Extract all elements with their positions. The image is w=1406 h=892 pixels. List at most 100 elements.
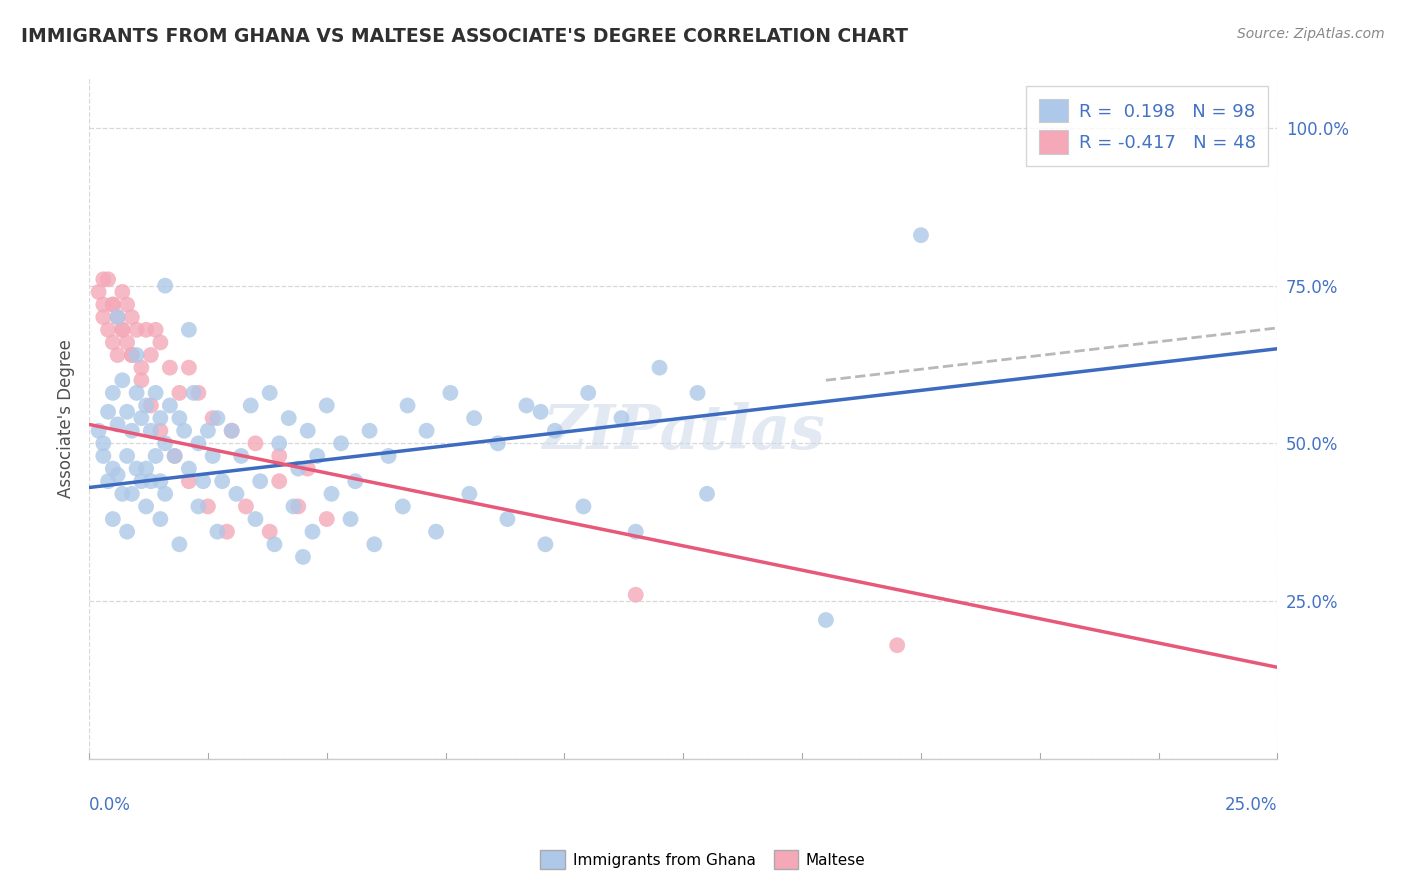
- Point: [101, 385, 124, 400]
- Point: [263, 537, 285, 551]
- Point: [177, 474, 200, 488]
- Point: [572, 500, 595, 514]
- Point: [107, 310, 129, 325]
- Point: [624, 524, 647, 539]
- Point: [486, 436, 509, 450]
- Point: [183, 385, 205, 400]
- Point: [245, 512, 267, 526]
- Point: [125, 323, 148, 337]
- Point: [235, 500, 257, 514]
- Point: [91, 449, 114, 463]
- Point: [139, 348, 162, 362]
- Point: [344, 474, 367, 488]
- Point: [391, 500, 413, 514]
- Point: [145, 323, 167, 337]
- Point: [121, 348, 143, 362]
- Point: [283, 500, 305, 514]
- Point: [163, 449, 186, 463]
- Point: [576, 385, 599, 400]
- Text: Source: ZipAtlas.com: Source: ZipAtlas.com: [1237, 27, 1385, 41]
- Point: [377, 449, 399, 463]
- Point: [301, 524, 323, 539]
- Point: [307, 449, 329, 463]
- Point: [886, 638, 908, 652]
- Point: [515, 399, 537, 413]
- Point: [91, 310, 114, 325]
- Point: [207, 411, 229, 425]
- Point: [159, 360, 181, 375]
- Point: [291, 549, 314, 564]
- Point: [359, 424, 381, 438]
- Point: [463, 411, 485, 425]
- Point: [177, 360, 200, 375]
- Point: [149, 474, 172, 488]
- Point: [187, 500, 209, 514]
- Point: [101, 335, 124, 350]
- Point: [149, 335, 172, 350]
- Point: [287, 500, 309, 514]
- Point: [530, 405, 553, 419]
- Point: [197, 500, 219, 514]
- Text: IMMIGRANTS FROM GHANA VS MALTESE ASSOCIATE'S DEGREE CORRELATION CHART: IMMIGRANTS FROM GHANA VS MALTESE ASSOCIA…: [21, 27, 908, 45]
- Point: [115, 405, 138, 419]
- Point: [97, 474, 120, 488]
- Point: [115, 449, 138, 463]
- Point: [458, 487, 481, 501]
- Text: ZIPatlas: ZIPatlas: [541, 401, 825, 462]
- Point: [107, 348, 129, 362]
- Text: 0.0%: 0.0%: [89, 797, 131, 814]
- Point: [153, 487, 176, 501]
- Point: [177, 323, 200, 337]
- Point: [149, 424, 172, 438]
- Point: [115, 524, 138, 539]
- Point: [544, 424, 567, 438]
- Point: [187, 385, 209, 400]
- Point: [145, 449, 167, 463]
- Point: [125, 348, 148, 362]
- Point: [115, 335, 138, 350]
- Point: [115, 297, 138, 311]
- Point: [121, 487, 143, 501]
- Point: [197, 424, 219, 438]
- Point: [249, 474, 271, 488]
- Point: [686, 385, 709, 400]
- Point: [131, 411, 153, 425]
- Point: [648, 360, 671, 375]
- Point: [239, 399, 262, 413]
- Point: [91, 436, 114, 450]
- Point: [131, 360, 153, 375]
- Point: [330, 436, 353, 450]
- Point: [814, 613, 837, 627]
- Point: [169, 385, 191, 400]
- Point: [201, 449, 224, 463]
- Point: [173, 424, 195, 438]
- Point: [201, 411, 224, 425]
- Y-axis label: Associate's Degree: Associate's Degree: [58, 339, 75, 498]
- Point: [287, 461, 309, 475]
- Point: [269, 449, 291, 463]
- Legend: Immigrants from Ghana, Maltese: Immigrants from Ghana, Maltese: [534, 844, 872, 875]
- Point: [121, 424, 143, 438]
- Point: [101, 297, 124, 311]
- Point: [315, 512, 337, 526]
- Point: [91, 297, 114, 311]
- Point: [363, 537, 385, 551]
- Point: [131, 373, 153, 387]
- Point: [339, 512, 361, 526]
- Point: [910, 228, 932, 243]
- Point: [624, 588, 647, 602]
- Point: [101, 512, 124, 526]
- Point: [97, 323, 120, 337]
- Point: [87, 285, 110, 299]
- Point: [139, 399, 162, 413]
- Point: [415, 424, 437, 438]
- Point: [231, 449, 253, 463]
- Point: [139, 424, 162, 438]
- Point: [121, 348, 143, 362]
- Point: [125, 385, 148, 400]
- Point: [610, 411, 633, 425]
- Point: [135, 461, 157, 475]
- Legend: R =  0.198   N = 98, R = -0.417   N = 48: R = 0.198 N = 98, R = -0.417 N = 48: [1026, 87, 1268, 166]
- Point: [111, 285, 134, 299]
- Point: [159, 399, 181, 413]
